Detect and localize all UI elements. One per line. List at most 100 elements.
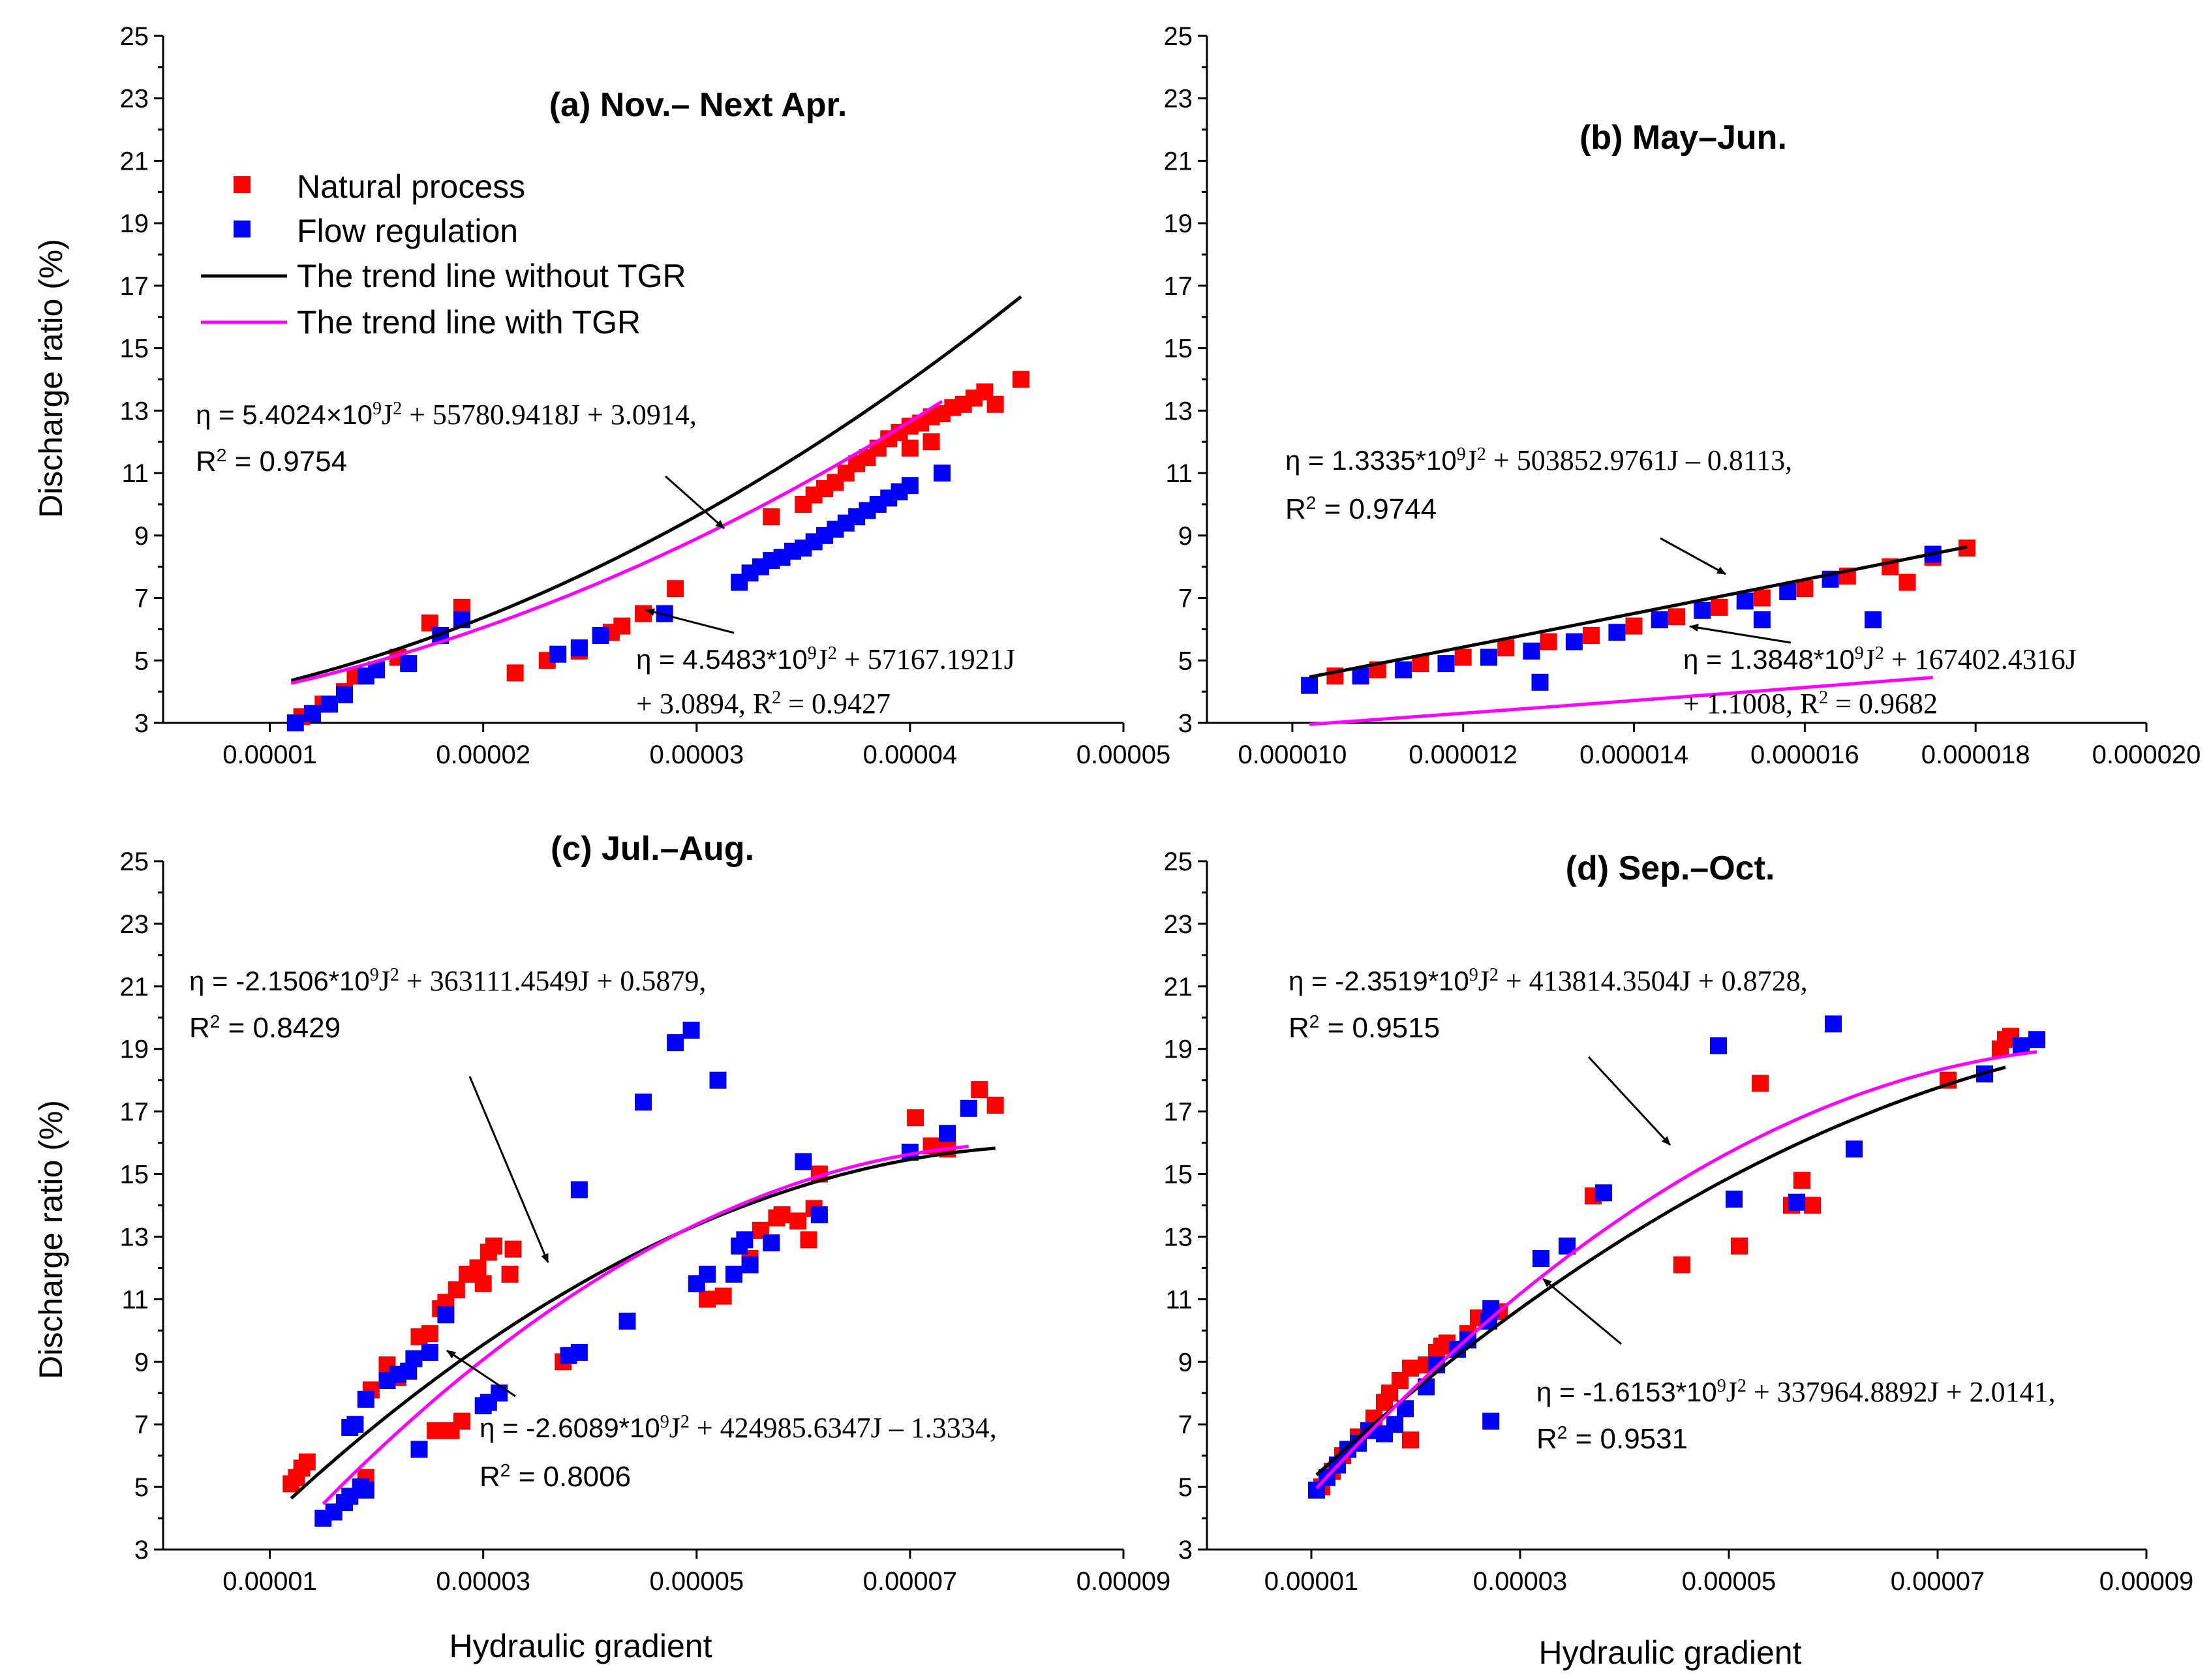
r2-c-with-r: R (480, 1461, 500, 1493)
eq-a-without-part1: η = 5.4024×10 (196, 399, 373, 430)
regulated-point (549, 645, 567, 663)
eq-b-with-part1: η = 1.3848*10 (1683, 644, 1855, 675)
regulated-point (2028, 1031, 2045, 1048)
eq-b-without-part1: η = 1.3335*10 (1285, 445, 1457, 476)
regulated-point (437, 1306, 455, 1324)
regulated-point (346, 1416, 364, 1433)
eq-d-without-part2: J (1726, 1376, 1737, 1408)
natural-point (427, 1422, 444, 1439)
natural-point (448, 1281, 465, 1298)
eq-c-without-part2: J (379, 965, 390, 997)
x-tick-label: 0.000014 (1579, 741, 1688, 769)
x-tick-label: 0.00004 (863, 741, 958, 769)
natural-point (1625, 617, 1643, 635)
y-tick-label: 13 (1164, 1223, 1193, 1251)
natural-point (421, 1325, 438, 1343)
r2-c-without-sq: 2 (210, 1011, 221, 1031)
natural-point (1804, 1197, 1821, 1214)
y-tick-label: 9 (1178, 522, 1193, 551)
x-tick-label: 0.000016 (1750, 741, 1859, 769)
regulated-point (1301, 677, 1319, 694)
y-tick-label: 23 (1164, 910, 1193, 939)
natural-point (1731, 1237, 1748, 1255)
regulated-point (1865, 611, 1882, 628)
regulated-point (592, 627, 609, 644)
regulated-point (410, 1441, 428, 1458)
eq-d-without-sq: 2 (1737, 1376, 1746, 1396)
regulated-point (1386, 1416, 1403, 1433)
regulated-point (1437, 655, 1455, 673)
y-tick-label: 23 (120, 910, 149, 939)
r2-d-with-val: = 0.9515 (1319, 1012, 1440, 1044)
x-tick-label: 0.00007 (1891, 1567, 1985, 1596)
eq-a-without: η = 5.4024×109J2 + 55780.9418J + 3.0914, (196, 399, 697, 431)
y-tick-label: 19 (1164, 1035, 1193, 1064)
r2-c-without-r: R (189, 1012, 210, 1044)
r2-b-without-r: R (1285, 493, 1306, 525)
r2-d-without: R2 = 0.9531 (1536, 1422, 1688, 1456)
eq-d-without-part3: + 337964.8892J + 2.0141, (1746, 1376, 2056, 1408)
natural-point (907, 1109, 924, 1127)
trend-line-with-tgr (322, 1144, 969, 1506)
regulated-point (960, 1099, 977, 1117)
x-tick-label: 0.00007 (863, 1567, 958, 1596)
x-tick-label: 0.000018 (1921, 741, 2030, 769)
natural-point (789, 1212, 807, 1230)
eq-b-with-part2: J (1864, 643, 1875, 675)
y-tick-label: 15 (120, 335, 149, 363)
regulated-point (1482, 1413, 1500, 1430)
natural-point (474, 1275, 492, 1292)
eq-c-with: η = -2.6089*109J2 + 424985.6347J – 1.333… (480, 1412, 997, 1444)
y-tick-label: 11 (1165, 1285, 1193, 1314)
legend-natural-label: Natural process (297, 168, 525, 205)
panel-d: 3 5 7 9 11 13 15 17 19 21 23 25 0.00001 0.00003 0.0000… (1164, 848, 2194, 1596)
legend-with-label: The trend line with TGR (297, 304, 641, 341)
trend-line-without-tgr (1315, 1065, 2006, 1476)
trend-line-with-tgr (1315, 1050, 2037, 1489)
eq-a-with-part2: J (817, 643, 828, 675)
r2-c-without-val: = 0.8429 (220, 1012, 341, 1044)
y-tick-label: 15 (120, 1161, 149, 1189)
eq-b-without-part2: J (1466, 444, 1477, 476)
eq-a-with-sq: 2 (828, 643, 837, 664)
eq-a-without-sq: 2 (393, 399, 402, 419)
trend-line-with-tgr (290, 400, 943, 685)
r2-d-without-sq: 2 (1557, 1422, 1568, 1443)
y-tick-label: 15 (1164, 335, 1193, 363)
r2-a-without-r: R (196, 446, 217, 478)
natural-point (1402, 1359, 1419, 1377)
eq-d-with-part2: J (1478, 965, 1489, 997)
natural-point (613, 617, 631, 635)
r2-c-without: R2 = 0.8429 (189, 1011, 341, 1045)
natural-point (986, 1097, 1004, 1114)
natural-point (501, 1266, 519, 1283)
eq-b-with: η = 1.3848*109J2 + 167402.4316J (1683, 643, 2077, 676)
y-tick-label: 3 (1178, 1536, 1193, 1565)
x-tick-label: 0.00003 (436, 1567, 530, 1596)
legend-regulated-marker (234, 221, 251, 237)
regulated-point (400, 655, 418, 673)
natural-point (1796, 580, 1814, 598)
y-axis-title-top: Discharge ratio (%) (33, 239, 69, 518)
natural-point (1898, 573, 1916, 591)
y-tick-label: 11 (121, 1285, 149, 1314)
panel-c: 3 5 7 9 11 13 15 17 19 21 23 25 0.00001 0.00003 0.0000… (120, 848, 1171, 1596)
r2-d-with-r: R (1288, 1012, 1309, 1044)
eq-d-with: η = -2.3519*109J2 + 413814.3504J + 0.872… (1288, 965, 1808, 998)
eq-d-with-exp: 9 (1469, 965, 1478, 985)
regulated-point (682, 1022, 700, 1039)
legend-without-label: The trend line without TGR (297, 258, 686, 294)
y-tick-label: 9 (1178, 1348, 1193, 1377)
natural-point (1752, 1075, 1769, 1092)
regulated-point (1825, 1015, 1842, 1033)
y-tick-label: 25 (120, 22, 149, 51)
regulated-point (1788, 1193, 1805, 1211)
y-tick-label: 25 (1164, 848, 1193, 876)
y-tick-label: 21 (1164, 973, 1193, 1001)
y-tick-label: 5 (134, 1473, 149, 1502)
natural-point (1540, 633, 1557, 650)
regulated-point (618, 1312, 636, 1330)
natural-point (1402, 1431, 1419, 1449)
arrow-d-with (1587, 1056, 1671, 1146)
regulated-point (1395, 661, 1412, 679)
